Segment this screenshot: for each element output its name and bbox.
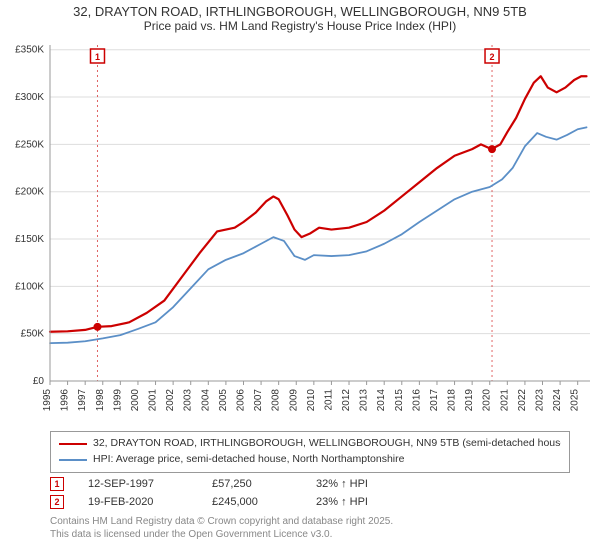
annotation-price: £245,000 <box>212 496 292 508</box>
annotation-marker-1: 1 <box>50 477 64 491</box>
svg-text:2006: 2006 <box>235 389 246 412</box>
svg-text:1999: 1999 <box>112 389 123 412</box>
annotation-diff: 32% ↑ HPI <box>316 478 406 490</box>
legend-swatch-property <box>59 443 87 445</box>
svg-text:2010: 2010 <box>306 389 317 412</box>
legend: 32, DRAYTON ROAD, IRTHLINGBOROUGH, WELLI… <box>50 431 570 473</box>
annotation-date: 19-FEB-2020 <box>88 496 188 508</box>
annotation-row: 2 19-FEB-2020 £245,000 23% ↑ HPI <box>50 493 570 511</box>
svg-text:2021: 2021 <box>499 389 510 412</box>
svg-text:2017: 2017 <box>429 389 440 412</box>
svg-text:£250K: £250K <box>15 139 44 150</box>
svg-text:2016: 2016 <box>411 389 422 412</box>
svg-text:2022: 2022 <box>517 389 528 412</box>
legend-row: 32, DRAYTON ROAD, IRTHLINGBOROUGH, WELLI… <box>59 436 561 452</box>
svg-text:2009: 2009 <box>288 389 299 412</box>
svg-text:2025: 2025 <box>570 389 581 412</box>
svg-text:2004: 2004 <box>200 389 211 412</box>
annotation-date: 12-SEP-1997 <box>88 478 188 490</box>
svg-text:2018: 2018 <box>447 389 458 412</box>
svg-text:2015: 2015 <box>394 389 405 412</box>
svg-text:2012: 2012 <box>341 389 352 412</box>
svg-text:2002: 2002 <box>165 389 176 412</box>
annotation-price: £57,250 <box>212 478 292 490</box>
svg-text:2014: 2014 <box>376 389 387 412</box>
annotation-marker-2: 2 <box>50 495 64 509</box>
svg-text:2019: 2019 <box>464 389 475 412</box>
legend-swatch-hpi <box>59 459 87 461</box>
svg-text:2007: 2007 <box>253 389 264 412</box>
svg-text:2005: 2005 <box>218 389 229 412</box>
chart-subtitle: Price paid vs. HM Land Registry's House … <box>0 19 600 35</box>
credit-line: Contains HM Land Registry data © Crown c… <box>50 515 570 528</box>
credit-line: This data is licensed under the Open Gov… <box>50 528 570 541</box>
svg-text:2: 2 <box>490 52 495 62</box>
svg-text:£100K: £100K <box>15 281 44 292</box>
svg-text:2008: 2008 <box>271 389 282 412</box>
svg-text:2011: 2011 <box>323 389 334 411</box>
annotation-row: 1 12-SEP-1997 £57,250 32% ↑ HPI <box>50 475 570 493</box>
svg-text:1995: 1995 <box>42 389 53 412</box>
legend-row: HPI: Average price, semi-detached house,… <box>59 452 561 468</box>
svg-text:£150K: £150K <box>15 234 44 245</box>
legend-label: 32, DRAYTON ROAD, IRTHLINGBOROUGH, WELLI… <box>93 436 561 452</box>
svg-text:2023: 2023 <box>535 389 546 412</box>
annotation-table: 1 12-SEP-1997 £57,250 32% ↑ HPI 2 19-FEB… <box>50 475 570 511</box>
svg-text:1: 1 <box>95 52 100 62</box>
svg-text:1998: 1998 <box>95 389 106 412</box>
chart-svg: £0 £50K £100K £150K £200K £250K £300K £350K 1995… <box>0 35 600 427</box>
svg-text:£300K: £300K <box>15 92 44 103</box>
svg-text:1996: 1996 <box>60 389 71 412</box>
svg-text:2013: 2013 <box>359 389 370 412</box>
svg-text:£200K: £200K <box>15 187 44 198</box>
svg-text:2000: 2000 <box>130 389 141 412</box>
credit-text: Contains HM Land Registry data © Crown c… <box>50 515 570 541</box>
svg-text:£0: £0 <box>33 376 45 387</box>
svg-text:2024: 2024 <box>552 389 563 412</box>
chart-area: £0 £50K £100K £150K £200K £250K £300K £350K 1995… <box>0 35 600 427</box>
svg-text:2003: 2003 <box>183 389 194 412</box>
annotation-diff: 23% ↑ HPI <box>316 496 406 508</box>
chart-title: 32, DRAYTON ROAD, IRTHLINGBOROUGH, WELLI… <box>0 0 600 19</box>
svg-text:2001: 2001 <box>148 389 159 412</box>
svg-text:2020: 2020 <box>482 389 493 412</box>
legend-label: HPI: Average price, semi-detached house,… <box>93 452 404 468</box>
svg-text:£350K: £350K <box>15 45 44 56</box>
svg-text:1997: 1997 <box>77 389 88 412</box>
svg-text:£50K: £50K <box>21 329 45 340</box>
